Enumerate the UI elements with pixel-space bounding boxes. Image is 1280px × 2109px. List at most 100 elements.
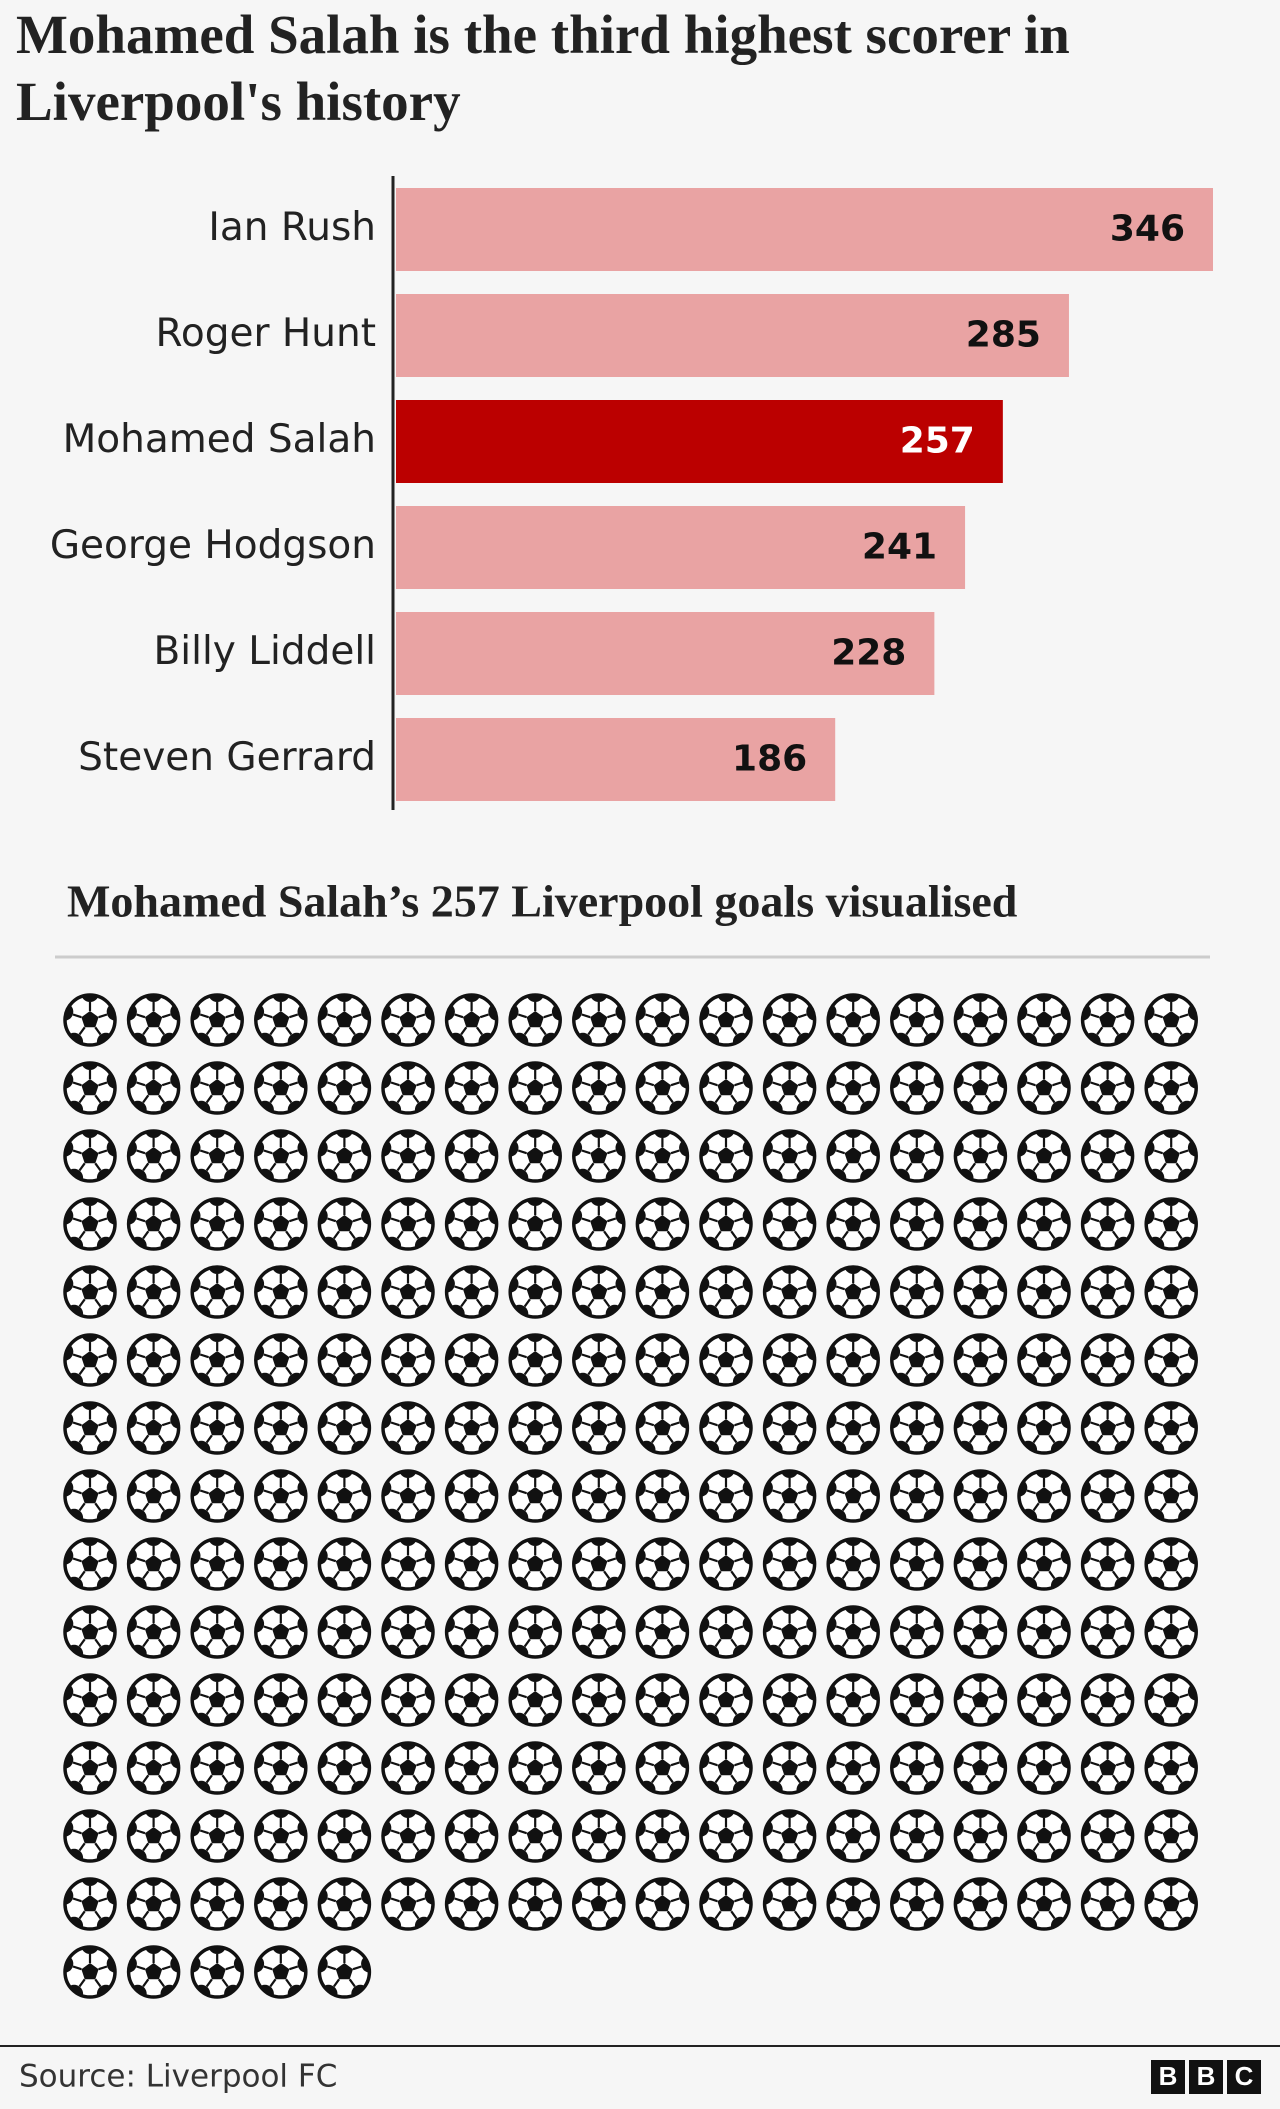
goal-icon [246, 1596, 315, 1663]
goal-icon [310, 984, 379, 1051]
goal-icon [819, 984, 888, 1051]
value-label: 285 [966, 315, 1041, 356]
goal-icon [246, 1664, 315, 1731]
goal-icon [501, 1868, 570, 1935]
goal-icon [1009, 984, 1078, 1051]
goal-icon [310, 1256, 379, 1323]
goal-icon [1137, 1256, 1206, 1323]
goal-icon [819, 1256, 888, 1323]
goal-icon [55, 1732, 124, 1799]
goal-icon [55, 1188, 124, 1255]
goal-icon [628, 1868, 697, 1935]
goal-icon [55, 1392, 124, 1459]
goal-icon [437, 1392, 506, 1459]
goal-icon [183, 984, 252, 1051]
goal-icon [1073, 1800, 1142, 1867]
goal-icon [946, 1664, 1015, 1731]
goal-icon [1009, 1800, 1078, 1867]
goal-icon [55, 1052, 124, 1119]
category-label: George Hodgson [50, 523, 376, 568]
goal-icon [501, 1596, 570, 1663]
goal-icon [691, 1256, 760, 1323]
goal-icon [310, 1800, 379, 1867]
logo-letter: B [1197, 2061, 1216, 2091]
goal-icon [310, 1596, 379, 1663]
logo-box [1189, 2060, 1223, 2094]
goal-icon [564, 1188, 633, 1255]
goal-icon [55, 1868, 124, 1935]
goal-icon [501, 984, 570, 1051]
goal-icon [882, 984, 951, 1051]
goal-icon [246, 1120, 315, 1187]
value-label: 186 [732, 739, 807, 780]
goal-icon [310, 1936, 379, 2003]
goal-icon [246, 1052, 315, 1119]
goal-icon [55, 984, 124, 1051]
category-label: Steven Gerrard [78, 735, 376, 780]
goal-icon [119, 1392, 188, 1459]
goal-icon [755, 1324, 824, 1391]
bar [396, 506, 966, 589]
goal-icon [373, 1596, 442, 1663]
goal-icon [882, 1392, 951, 1459]
goal-icon [819, 1596, 888, 1663]
goal-icon [628, 984, 697, 1051]
goal-icon [882, 1664, 951, 1731]
goal-icon [755, 1392, 824, 1459]
goal-icon [501, 1732, 570, 1799]
goal-icon [501, 1188, 570, 1255]
goal-icon [1009, 1120, 1078, 1187]
goal-icon [1073, 1460, 1142, 1527]
goal-icon [119, 1596, 188, 1663]
goal-icon [55, 1256, 124, 1323]
goal-icon [1009, 1596, 1078, 1663]
goal-icon [373, 1392, 442, 1459]
logo-letter: C [1235, 2061, 1254, 2091]
goal-icon [628, 1392, 697, 1459]
goal-icon [819, 1188, 888, 1255]
goal-icon [1009, 1188, 1078, 1255]
goal-icon [628, 1664, 697, 1731]
goal-icon [183, 1528, 252, 1595]
goal-icon [310, 1188, 379, 1255]
goal-icon [310, 1868, 379, 1935]
goal-icon [946, 1596, 1015, 1663]
goal-icon [246, 1324, 315, 1391]
goal-icon [119, 984, 188, 1051]
goal-icon [882, 1528, 951, 1595]
goal-icon [246, 984, 315, 1051]
goal-icon [564, 1664, 633, 1731]
goal-icon [882, 1732, 951, 1799]
goal-icon [628, 1800, 697, 1867]
goal-icon [437, 1528, 506, 1595]
goal-icon [246, 1460, 315, 1527]
goal-icon [882, 1596, 951, 1663]
goal-icon [628, 1120, 697, 1187]
goal-icon [819, 1052, 888, 1119]
goal-icon [564, 1256, 633, 1323]
goal-icon [501, 1392, 570, 1459]
category-label: Billy Liddell [154, 629, 376, 674]
goal-icon [373, 1256, 442, 1323]
goal-icon [819, 1664, 888, 1731]
goal-icon [246, 1528, 315, 1595]
value-label: 346 [1110, 209, 1185, 250]
goal-icon [1073, 1120, 1142, 1187]
goal-icon [501, 1800, 570, 1867]
goal-icon [755, 1256, 824, 1323]
goal-icon [1073, 1732, 1142, 1799]
goal-icon [1009, 1868, 1078, 1935]
goal-icon [437, 1324, 506, 1391]
goal-icon [246, 1732, 315, 1799]
goal-icon [691, 1188, 760, 1255]
goal-icon [628, 1732, 697, 1799]
goal-icon [1073, 1868, 1142, 1935]
goal-icon [373, 1324, 442, 1391]
goal-icon [1009, 1732, 1078, 1799]
goal-icon [946, 1732, 1015, 1799]
goal-icon [246, 1256, 315, 1323]
goal-icon [437, 1596, 506, 1663]
goal-icon [55, 1936, 124, 2003]
bar [396, 294, 1069, 377]
goal-icon [882, 1120, 951, 1187]
